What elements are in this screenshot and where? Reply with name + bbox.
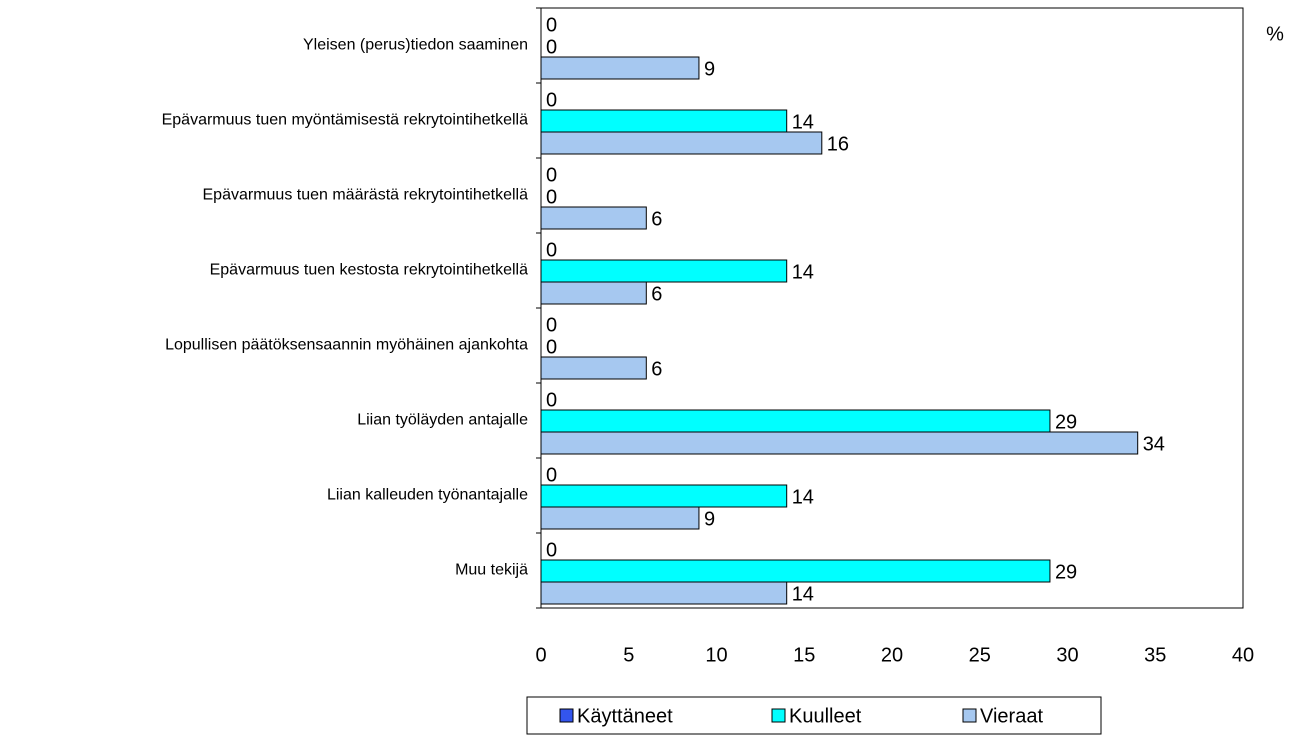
value-label: 0 <box>546 89 557 111</box>
x-tick-label: 35 <box>1144 644 1166 666</box>
legend-swatch <box>771 708 786 723</box>
x-tick-label: 20 <box>881 644 903 666</box>
value-label: 9 <box>704 508 715 530</box>
value-label: 9 <box>704 58 715 80</box>
category-label: Epävarmuus tuen määrästä rekrytointihetk… <box>203 187 529 204</box>
legend-label: Kuulleet <box>789 705 862 727</box>
value-label: 0 <box>546 539 557 561</box>
legend-label: Vieraat <box>980 705 1043 727</box>
bar <box>540 581 788 605</box>
bar <box>540 259 788 283</box>
bar <box>540 506 700 530</box>
category-label: Epävarmuus tuen myöntämisestä rekrytoint… <box>162 112 528 129</box>
value-label: 0 <box>546 336 557 358</box>
bar <box>540 409 1051 433</box>
x-tick-label: 5 <box>623 644 634 666</box>
value-label: 0 <box>546 186 557 208</box>
category-label: Liian työläyden antajalle <box>357 412 528 429</box>
unit-label: % <box>1266 23 1284 45</box>
value-label: 14 <box>792 583 814 605</box>
value-label: 0 <box>546 314 557 336</box>
value-label: 0 <box>546 164 557 186</box>
bar <box>540 281 647 305</box>
value-label: 29 <box>1055 561 1077 583</box>
bar <box>540 109 788 133</box>
x-tick-label: 40 <box>1232 644 1254 666</box>
category-label: Epävarmuus tuen kestosta rekrytointihetk… <box>210 262 528 279</box>
x-tick-label: 10 <box>705 644 727 666</box>
legend-swatch <box>962 708 977 723</box>
category-label: Lopullisen päätöksensaannin myöhäinen aj… <box>165 337 528 354</box>
x-tick-label: 30 <box>1056 644 1078 666</box>
value-label: 16 <box>827 133 849 155</box>
value-label: 0 <box>546 464 557 486</box>
value-label: 6 <box>651 208 662 230</box>
legend-label: Käyttäneet <box>577 705 673 727</box>
category-label: Yleisen (perus)tiedon saaminen <box>303 37 528 54</box>
value-label: 0 <box>546 36 557 58</box>
value-label: 14 <box>792 261 814 283</box>
legend-box <box>526 696 1102 735</box>
bar <box>540 484 788 508</box>
bar <box>540 356 647 380</box>
value-label: 34 <box>1143 433 1165 455</box>
value-label: 29 <box>1055 411 1077 433</box>
bar <box>540 56 700 80</box>
value-label: 14 <box>792 111 814 133</box>
value-label: 6 <box>651 283 662 305</box>
x-tick-label: 0 <box>535 644 546 666</box>
value-label: 0 <box>546 389 557 411</box>
value-label: 14 <box>792 486 814 508</box>
bar <box>540 206 647 230</box>
bar <box>540 431 1139 455</box>
x-tick-label: 15 <box>793 644 815 666</box>
bar <box>540 131 823 155</box>
value-label: 0 <box>546 14 557 36</box>
value-label: 0 <box>546 239 557 261</box>
value-label: 6 <box>651 358 662 380</box>
category-label: Muu tekijä <box>455 562 528 579</box>
bar <box>540 559 1051 583</box>
category-label: Liian kalleuden työnantajalle <box>327 487 528 504</box>
legend-swatch <box>559 708 574 723</box>
x-tick-label: 25 <box>969 644 991 666</box>
